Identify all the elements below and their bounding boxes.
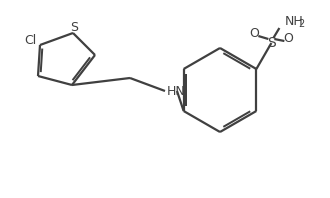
Text: S: S xyxy=(267,36,276,50)
Text: NH: NH xyxy=(284,14,303,28)
Text: Cl: Cl xyxy=(24,33,36,47)
Text: O: O xyxy=(283,31,293,45)
Text: HN: HN xyxy=(167,85,186,97)
Text: O: O xyxy=(249,27,259,40)
Text: S: S xyxy=(70,21,78,33)
Text: 2: 2 xyxy=(298,19,305,29)
